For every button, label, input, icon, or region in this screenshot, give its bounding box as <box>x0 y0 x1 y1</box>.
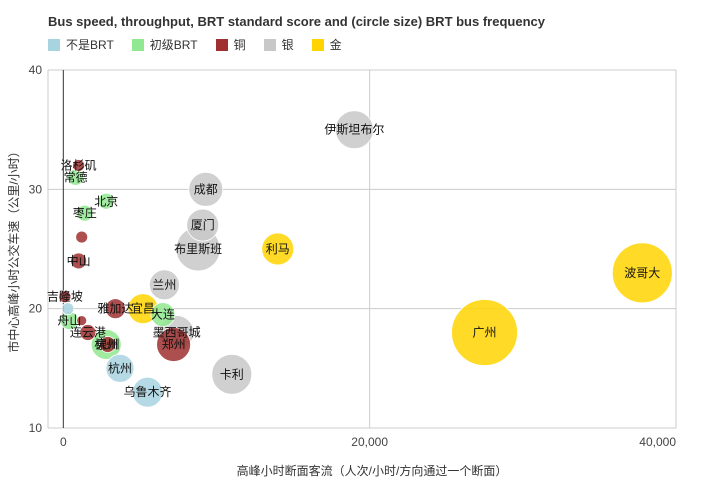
chart-title: Bus speed, throughput, BRT standard scor… <box>48 14 545 29</box>
legend-label: 银 <box>281 38 294 52</box>
y-tick-label: 10 <box>29 421 43 435</box>
data-bubble <box>105 353 135 383</box>
legend-swatch <box>131 38 144 51</box>
grid-lines <box>47 69 677 429</box>
data-bubble <box>58 290 72 304</box>
bubble-label: 杭州 <box>108 360 132 375</box>
bubble-label: 伊斯坦布尔 <box>324 122 384 137</box>
bubble-label: 广州 <box>473 326 497 340</box>
legend-item-gold[interactable]: 金 <box>311 36 342 53</box>
data-bubble <box>79 324 97 341</box>
bubble-label: 北京 <box>94 194 118 208</box>
y-tick-label: 20 <box>29 302 43 316</box>
bubble-label: 雅加达 <box>97 301 133 316</box>
legend-label: 不是BRT <box>66 38 114 52</box>
bubble-label: 舟山 <box>57 314 81 328</box>
legend-swatch <box>48 38 60 51</box>
x-tick-label: 20,000 <box>351 435 388 449</box>
bubble-label: 洛杉矶 <box>61 157 97 172</box>
bubble-label: 厦门 <box>191 217 215 232</box>
legend-swatch <box>263 38 276 51</box>
bubble-label: 布里斯班 <box>174 242 222 256</box>
y-tick-label: 40 <box>29 63 43 77</box>
y-tick-label: 30 <box>29 182 43 196</box>
data-bubble <box>132 376 163 408</box>
data-bubble <box>156 327 192 362</box>
bubble-label: 墨西哥城 <box>153 326 201 340</box>
data-bubble <box>149 269 180 301</box>
data-bubble <box>451 299 518 366</box>
data-bubble <box>150 302 176 328</box>
legend-swatch <box>311 38 324 51</box>
bubble-label: 兰州 <box>152 278 176 292</box>
bubble-label: 乌鲁木齐 <box>124 384 172 399</box>
bubble-label: 郑州 <box>162 336 186 351</box>
data-bubble <box>211 353 253 395</box>
data-bubble <box>188 171 224 207</box>
bubble-label: 卡利 <box>220 367 244 381</box>
x-tick-label: 0 <box>60 435 67 449</box>
legend: 不是BRT 初级BRT 铜 银 金 <box>48 36 342 53</box>
bubble-label: 大连 <box>151 307 175 322</box>
bubble-label: 成都 <box>194 182 218 196</box>
legend-item-not-brt[interactable]: 不是BRT <box>48 36 114 53</box>
data-bubble <box>76 204 94 222</box>
bubble-label: 枣庄 <box>73 205 97 220</box>
data-bubble <box>99 336 117 353</box>
y-axis-title: 市中心高峰小时公交车速（公里/小时） <box>6 145 21 352</box>
legend-label: 金 <box>329 38 342 52</box>
bubble-label: 杭州 <box>94 336 118 351</box>
data-bubble <box>72 159 86 172</box>
legend-label: 初级BRT <box>149 38 198 52</box>
data-bubble <box>261 232 295 266</box>
data-bubble <box>97 192 115 210</box>
bubble-label: 吉隆坡 <box>47 289 83 304</box>
data-bubble <box>70 252 88 270</box>
bubble-label: 泉州 <box>96 337 120 351</box>
data-bubble <box>61 302 75 316</box>
bubble-label: 波哥大 <box>624 266 660 280</box>
data-bubble <box>611 242 673 304</box>
data-bubble <box>104 298 126 320</box>
bubble-label: 连云港 <box>70 325 106 340</box>
bubble-label: 宜昌 <box>131 301 155 316</box>
legend-label: 铜 <box>233 38 246 52</box>
bubble-label: 中山 <box>67 253 91 268</box>
legend-item-bronze[interactable]: 铜 <box>215 36 246 53</box>
x-axis-title: 高峰小时断面客流（人次/小时/方向通过一个断面） <box>237 463 508 478</box>
bubble-label: 常德 <box>64 169 88 184</box>
legend-item-silver[interactable]: 银 <box>263 36 294 53</box>
bubble-layer <box>58 110 673 408</box>
bubble-label: 利马 <box>266 242 290 256</box>
legend-item-basic-brt[interactable]: 初级BRT <box>131 36 198 53</box>
x-tick-label: 40,000 <box>639 435 676 449</box>
data-bubble <box>76 315 88 327</box>
data-bubble <box>334 110 374 150</box>
data-bubble <box>186 208 220 242</box>
data-bubble <box>75 230 89 244</box>
tick-label-layer: 10 20 30 40 0 20,000 40,000 <box>29 63 677 449</box>
legend-swatch <box>215 38 228 51</box>
